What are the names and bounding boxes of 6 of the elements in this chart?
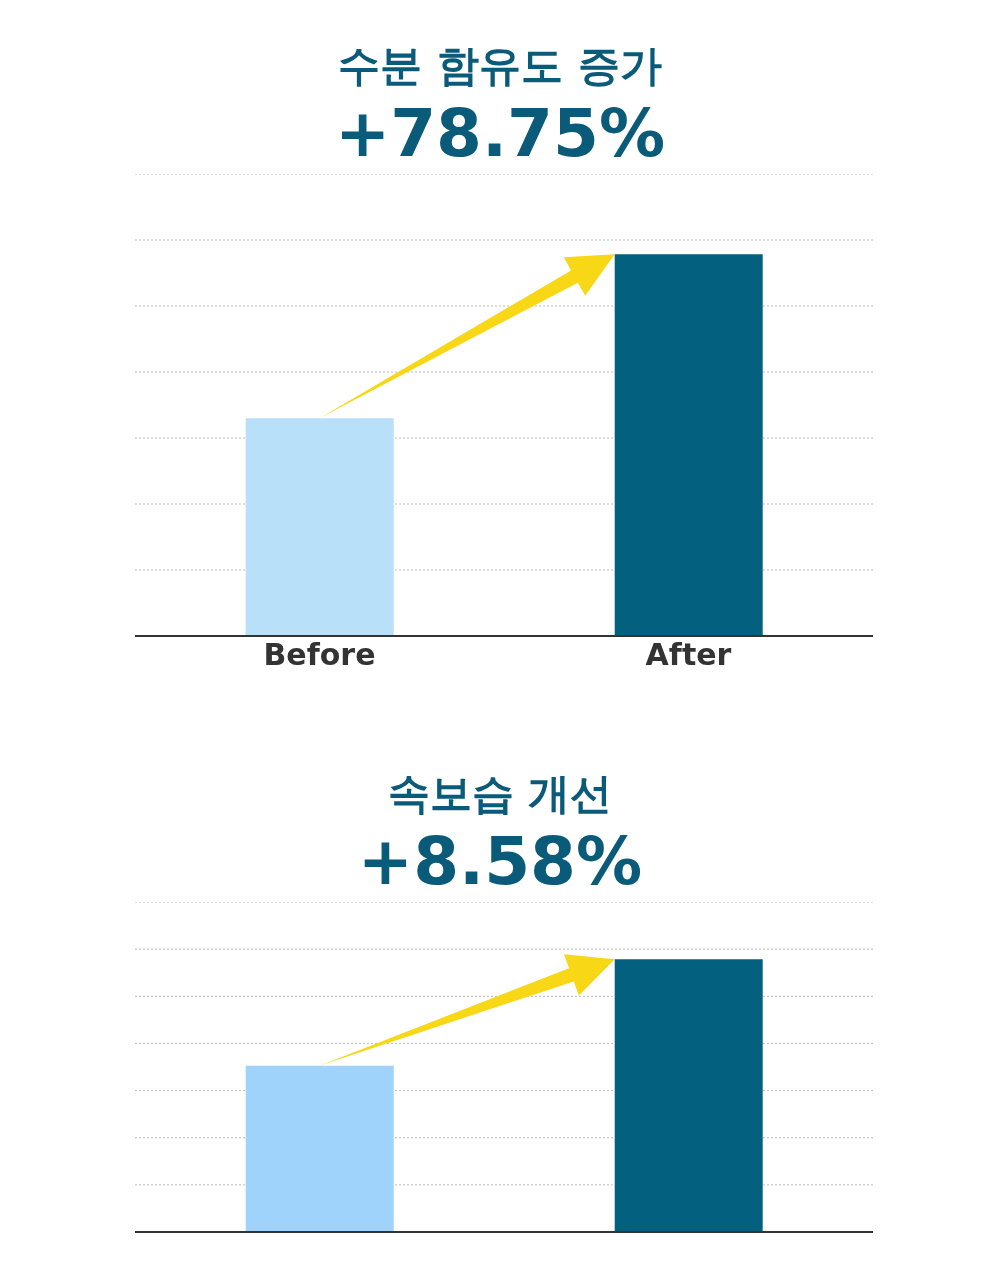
chart-subtitle: +78.75% [333, 94, 667, 174]
x-tick-label: After [645, 637, 732, 673]
chart-title: 수분 함유도 증가 [337, 40, 663, 92]
chart-subtitle: +8.58% [356, 822, 644, 902]
chart-title: 속보습 개선 [386, 768, 614, 820]
x-tick-label: Before [263, 637, 376, 673]
